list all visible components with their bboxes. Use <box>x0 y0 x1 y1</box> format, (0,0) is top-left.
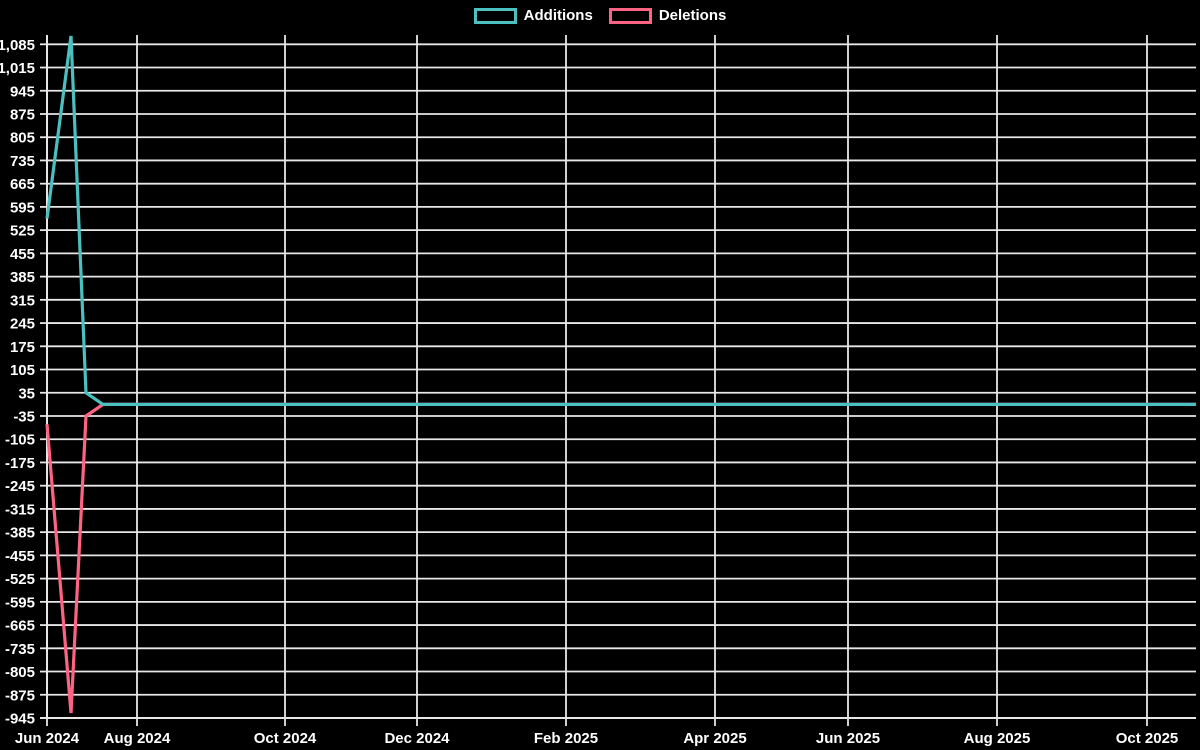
y-tick-label: 105 <box>10 362 35 379</box>
y-tick-label: -245 <box>5 478 35 495</box>
y-tick-label: -175 <box>5 455 35 472</box>
x-tick-label: Aug 2024 <box>104 730 171 747</box>
y-tick-label: 455 <box>10 246 35 263</box>
legend-label-deletions: Deletions <box>658 7 727 24</box>
x-tick-label: Oct 2024 <box>254 730 317 747</box>
x-tick-label: Aug 2025 <box>964 730 1031 747</box>
x-tick-label: Oct 2025 <box>1116 730 1179 747</box>
legend-label-additions: Additions <box>523 7 593 24</box>
x-tick-label: Jun 2024 <box>15 730 80 747</box>
y-tick-label: -315 <box>5 501 35 518</box>
y-tick-label: -805 <box>5 664 35 681</box>
y-tick-label: -105 <box>5 432 35 449</box>
x-tick-label: Dec 2024 <box>384 730 450 747</box>
y-tick-label: 315 <box>10 292 35 309</box>
y-tick-label: -35 <box>13 408 35 425</box>
additions-swatch-icon <box>473 8 517 24</box>
y-tick-label: -385 <box>5 525 35 542</box>
deletions-line <box>45 402 1196 714</box>
legend-item-additions[interactable]: Additions <box>473 7 593 25</box>
y-tick-label: 385 <box>10 269 35 286</box>
y-tick-label: -455 <box>5 548 35 565</box>
y-tick-label: 595 <box>10 199 35 216</box>
x-tick-label: Apr 2025 <box>683 730 746 747</box>
deletions-swatch-icon <box>608 8 652 24</box>
y-tick-label: 35 <box>18 385 35 402</box>
y-tick-label: 1,015 <box>0 60 35 77</box>
y-tick-label: -945 <box>5 711 35 728</box>
additions-line <box>45 35 1196 406</box>
y-tick-label: -735 <box>5 641 35 658</box>
y-tick-label: 1,085 <box>0 37 35 54</box>
legend-item-deletions[interactable]: Deletions <box>608 7 727 25</box>
x-tick-label: Feb 2025 <box>534 730 598 747</box>
y-tick-label: -875 <box>5 687 35 704</box>
y-tick-label: -595 <box>5 594 35 611</box>
y-tick-label: 525 <box>10 223 35 240</box>
y-tick-label: 665 <box>10 176 35 193</box>
y-tick-label: 735 <box>10 153 35 170</box>
chart-legend: Additions Deletions <box>0 7 1200 25</box>
y-tick-label: 945 <box>10 83 35 100</box>
y-tick-label: 175 <box>10 339 35 356</box>
y-tick-label: 805 <box>10 130 35 147</box>
x-tick-label: Jun 2025 <box>816 730 880 747</box>
y-tick-label: -525 <box>5 571 35 588</box>
y-tick-label: 875 <box>10 106 35 123</box>
y-tick-label: -665 <box>5 618 35 635</box>
y-tick-label: 245 <box>10 316 35 333</box>
